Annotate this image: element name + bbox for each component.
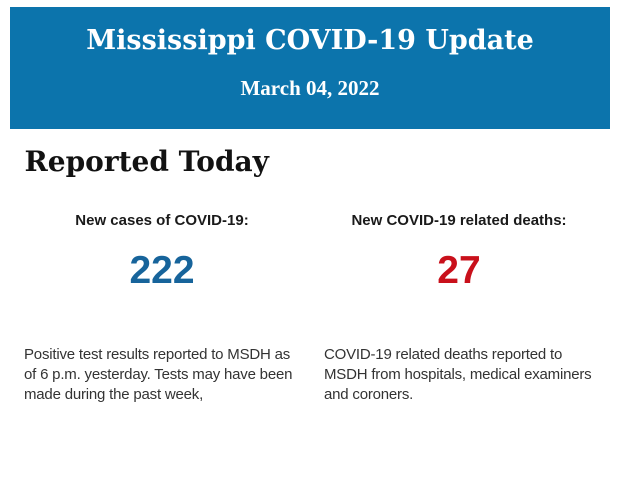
report-section: Reported Today New cases of COVID-19: 22…	[10, 129, 610, 405]
newsletter-title: Mississippi COVID-19 Update	[86, 25, 534, 57]
stat-new-cases-description: Positive test results reported to MSDH a…	[24, 345, 293, 404]
newsletter-page: Mississippi COVID-19 Update March 04, 20…	[10, 7, 610, 405]
stat-new-cases-value: 222	[129, 249, 195, 293]
stat-new-deaths-label: New COVID-19 related deaths:	[351, 211, 567, 229]
stat-new-deaths: New COVID-19 related deaths: 27 COVID-19…	[310, 180, 610, 406]
newsletter-date: March 04, 2022	[240, 76, 380, 101]
section-title: Reported Today	[24, 144, 269, 178]
stat-new-cases: New cases of COVID-19: 222 Positive test…	[10, 180, 310, 406]
stat-new-cases-label: New cases of COVID-19:	[75, 211, 249, 229]
stat-new-deaths-value: 27	[437, 249, 481, 293]
stats-columns: New cases of COVID-19: 222 Positive test…	[10, 180, 610, 406]
header-banner: Mississippi COVID-19 Update March 04, 20…	[10, 7, 610, 129]
stat-new-deaths-description: COVID-19 related deaths reported to MSDH…	[324, 345, 592, 404]
